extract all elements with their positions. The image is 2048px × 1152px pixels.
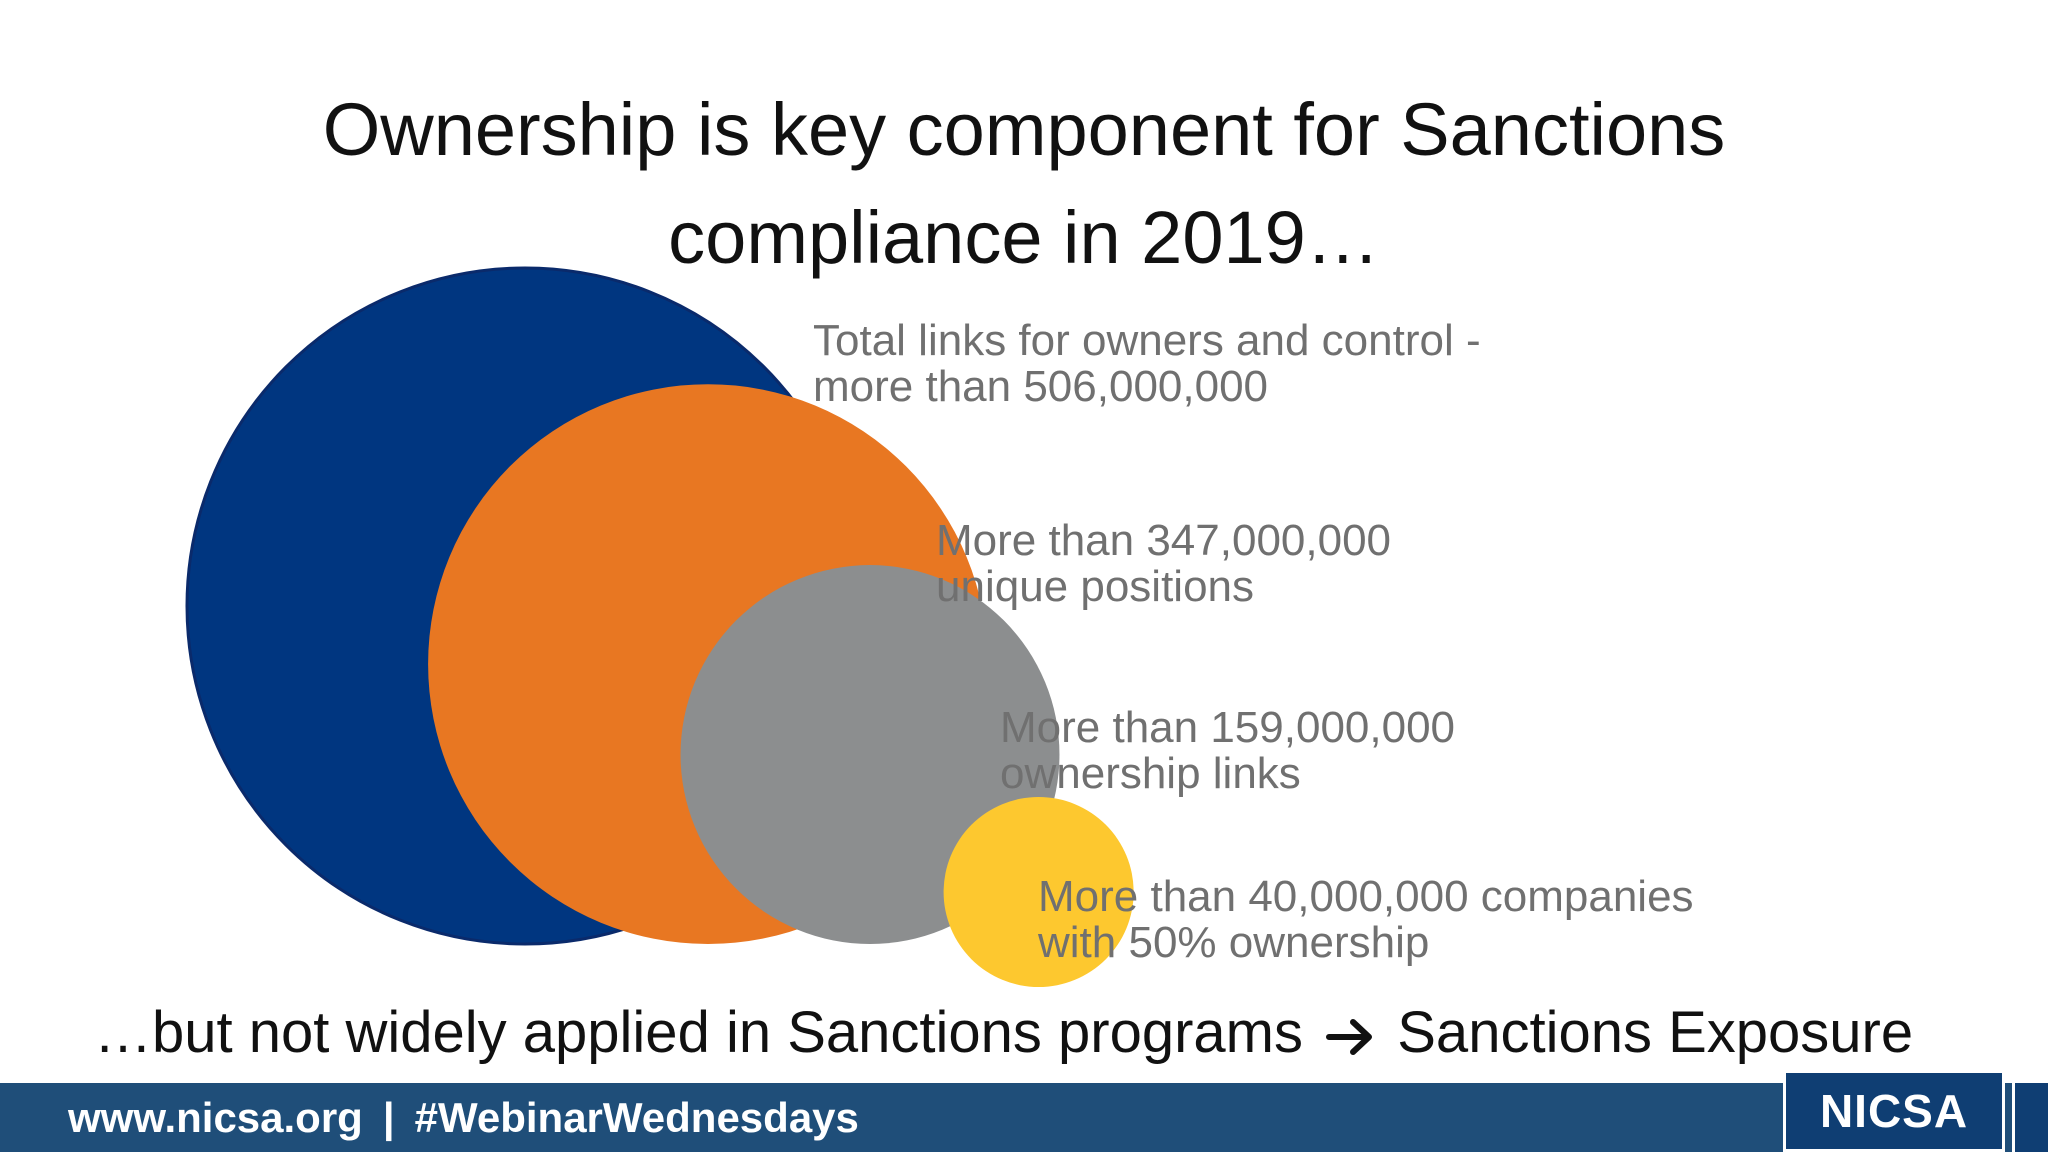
bubble-label-unique-positions: More than 347,000,000 unique positions [936, 516, 1392, 611]
title-line-2: compliance in 2019… [668, 196, 1380, 279]
bottom-statement-right: Sanctions Exposure [1397, 1000, 1914, 1065]
footer-edge [2012, 1083, 2048, 1152]
title-line-1: Ownership is key component for Sanctions [322, 88, 1726, 171]
bottom-statement-left: …but not widely applied in Sanctions pro… [94, 1000, 1303, 1065]
arrow-right-icon [1326, 1018, 1373, 1055]
bubble-fifty-percent [943, 796, 1134, 988]
bubble-label-total-links: Total links for owners and control - mor… [813, 316, 1481, 411]
footer-hashtag: #WebinarWednesdays [414, 1094, 859, 1141]
footer-text: www.nicsa.org | #WebinarWednesdays [68, 1083, 859, 1152]
footer-bar: www.nicsa.org | #WebinarWednesdays [0, 1083, 2048, 1152]
footer-separator: | [382, 1094, 395, 1141]
page-title: Ownership is key component for Sanctions… [0, 76, 2048, 292]
footer-website-link[interactable]: www.nicsa.org [68, 1094, 363, 1141]
bottom-statement: …but not widely applied in Sanctions pro… [94, 998, 1913, 1068]
bubble-label-ownership-links: More than 159,000,000 ownership links [1000, 703, 1456, 798]
bubble-label-fifty-percent: More than 40,000,000 companies with 50% … [1038, 872, 1694, 967]
nicsa-logo: NICSA [1783, 1070, 2005, 1152]
